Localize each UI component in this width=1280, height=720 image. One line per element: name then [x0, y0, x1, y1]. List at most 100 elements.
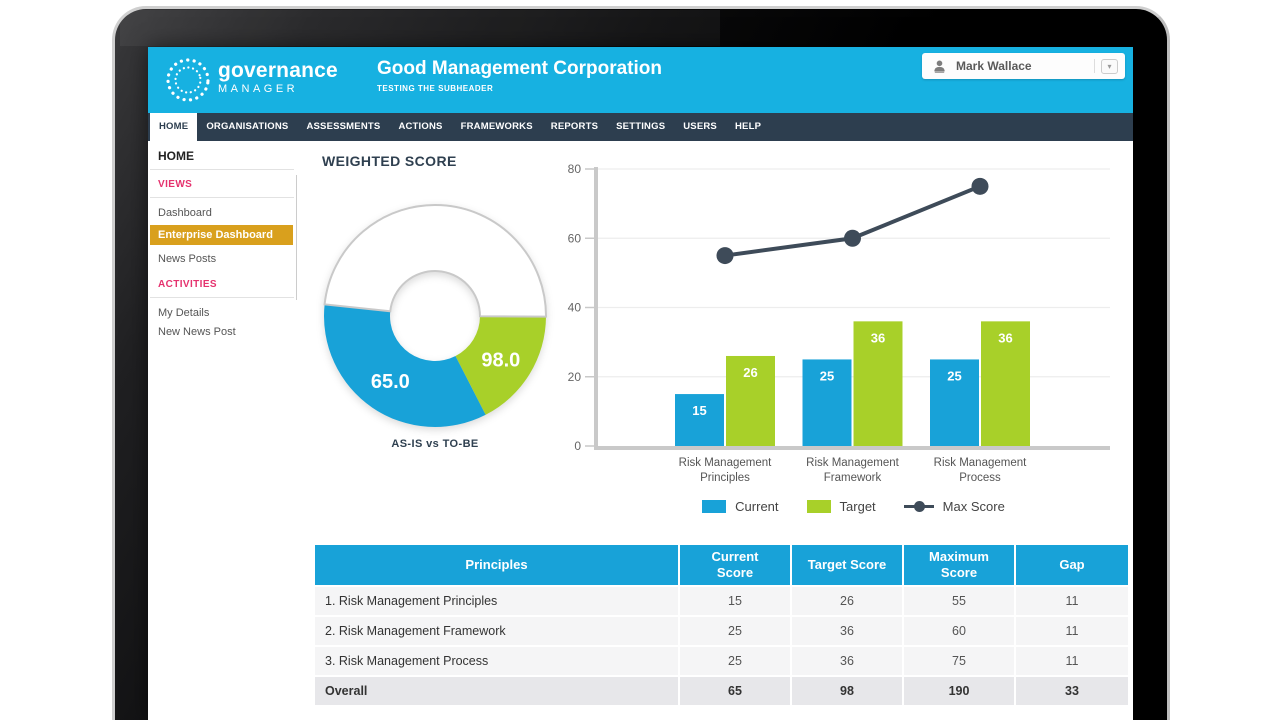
cell-current: 25: [680, 617, 790, 645]
page-title: WEIGHTED SCORE: [322, 153, 457, 169]
user-dropdown-button[interactable]: ▾: [1101, 58, 1118, 74]
org-subtitle: TESTING THE SUBHEADER: [377, 84, 494, 93]
legend-item-current: Current: [702, 499, 779, 514]
screen-reflection: [120, 10, 720, 46]
divider: [150, 169, 294, 170]
cell-principle: 1. Risk Management Principles: [315, 587, 678, 615]
sidebar: HOME VIEWS Dashboard Enterprise Dashboar…: [148, 141, 300, 720]
bar-target-1: [853, 321, 903, 446]
user-name: Mark Wallace: [956, 59, 1032, 73]
sidebar-item-dashboard[interactable]: Dashboard: [158, 207, 212, 219]
logo-title: governance: [218, 59, 338, 82]
cell-target: 36: [792, 647, 902, 675]
legend-label-target: Target: [839, 499, 876, 514]
cell-target: 26: [792, 587, 902, 615]
legend-label-max-score: Max Score: [942, 499, 1005, 514]
cell-gap: 11: [1016, 587, 1128, 615]
nav-tab-actions[interactable]: ACTIONS: [398, 121, 443, 132]
svg-text:60: 60: [568, 231, 582, 245]
svg-text:36: 36: [871, 330, 885, 345]
nav-tab-settings[interactable]: SETTINGS: [616, 121, 666, 132]
cell-current: 25: [680, 647, 790, 675]
cell-maximum: 55: [904, 587, 1014, 615]
cell-gap: 11: [1016, 617, 1128, 645]
svg-text:Risk Management: Risk Management: [679, 457, 772, 469]
nav-tab-users[interactable]: USERS: [683, 121, 717, 132]
svg-text:25: 25: [820, 368, 834, 383]
svg-text:Process: Process: [959, 472, 1001, 484]
column-header-current-score: Current Score: [680, 545, 790, 585]
user-divider: [1094, 59, 1095, 73]
nav-tab-frameworks[interactable]: FRAMEWORKS: [460, 121, 533, 132]
legend-swatch-current: [702, 500, 727, 513]
cell-principle: 3. Risk Management Process: [315, 647, 678, 675]
svg-text:20: 20: [568, 370, 582, 384]
sidebar-title: HOME: [158, 149, 194, 163]
cell-maximum: 60: [904, 617, 1014, 645]
donut-segment-current: [324, 304, 486, 427]
cell-overall-label: Overall: [315, 677, 678, 705]
donut-segment-empty: [323, 204, 547, 318]
svg-text:26: 26: [743, 365, 757, 380]
logo-wordmark: governance MANAGER: [218, 60, 338, 95]
app-window: governance MANAGER Good Management Corpo…: [148, 47, 1133, 720]
max-score-point-0: [716, 247, 734, 265]
divider: [150, 297, 294, 298]
nav-tab-organisations[interactable]: ORGANISATIONS: [206, 121, 289, 132]
user-menu[interactable]: Mark Wallace ▾: [922, 53, 1125, 79]
cell-gap: 11: [1016, 647, 1128, 675]
svg-text:40: 40: [568, 301, 582, 315]
logo-icon: [166, 58, 210, 102]
nav-tab-reports[interactable]: REPORTS: [550, 121, 599, 132]
donut-chart: 65.0 98.0: [315, 196, 555, 436]
svg-text:Risk Management: Risk Management: [806, 457, 899, 469]
nav-tab-home[interactable]: HOME: [150, 113, 198, 141]
legend-swatch-target: [806, 500, 831, 513]
bar-target-0: [726, 355, 775, 446]
sidebar-scrollbar[interactable]: [296, 175, 297, 300]
sidebar-item-new-news-post[interactable]: New News Post: [158, 326, 236, 338]
legend-label-current: Current: [735, 499, 779, 514]
bar-target-2: [981, 321, 1030, 446]
main-nav: HOME ORGANISATIONS ASSESSMENTS ACTIONS FRAME…: [148, 113, 1133, 141]
svg-text:25: 25: [947, 368, 961, 383]
org-title-block: Good Management Corporation TESTING THE …: [377, 58, 662, 93]
scores-table: Principles Current Score Target Score Ma…: [315, 545, 1128, 705]
cell-overall-gap: 33: [1016, 677, 1128, 705]
donut-caption: AS-IS vs TO-BE: [391, 438, 479, 450]
svg-text:0: 0: [574, 439, 581, 453]
svg-text:Framework: Framework: [824, 472, 882, 484]
divider: [150, 197, 294, 198]
sidebar-item-my-details[interactable]: My Details: [158, 307, 210, 319]
donut-segment-target: [455, 316, 546, 415]
max-score-point-1: [844, 229, 861, 247]
user-icon: [934, 60, 945, 73]
bar-current-0: [675, 394, 724, 446]
legend-line-marker: [903, 500, 934, 513]
nav-tab-assessments[interactable]: ASSESSMENTS: [306, 121, 381, 132]
cell-overall-current: 65: [680, 677, 790, 705]
column-header-gap: Gap: [1016, 545, 1128, 585]
logo-subtitle: MANAGER: [218, 83, 299, 95]
cell-overall-target: 98: [792, 677, 902, 705]
max-score-point-2: [971, 177, 989, 195]
nav-tab-help[interactable]: HELP: [734, 121, 762, 132]
bar-current-1: [802, 359, 852, 446]
svg-text:65.0: 65.0: [371, 371, 410, 393]
sidebar-item-enterprise-dashboard[interactable]: Enterprise Dashboard: [150, 225, 293, 245]
legend-item-target: Target: [806, 499, 876, 514]
bar-line-chart: 0 20 40 60 80 15 26 Risk Management Principles 25…: [563, 157, 1123, 492]
cell-maximum: 75: [904, 647, 1014, 675]
legend-item-max-score: Max Score: [903, 499, 1005, 514]
sidebar-item-news-posts[interactable]: News Posts: [158, 253, 217, 265]
cell-current: 15: [680, 587, 790, 615]
svg-text:Risk Management: Risk Management: [934, 457, 1027, 469]
sidebar-section-activities: ACTIVITIES: [158, 279, 218, 290]
cell-overall-maximum: 190: [904, 677, 1014, 705]
svg-text:80: 80: [568, 162, 582, 176]
cell-principle: 2. Risk Management Framework: [315, 617, 678, 645]
svg-text:15: 15: [692, 403, 706, 418]
org-title: Good Management Corporation: [377, 58, 662, 79]
column-header-principles: Principles: [315, 545, 678, 585]
